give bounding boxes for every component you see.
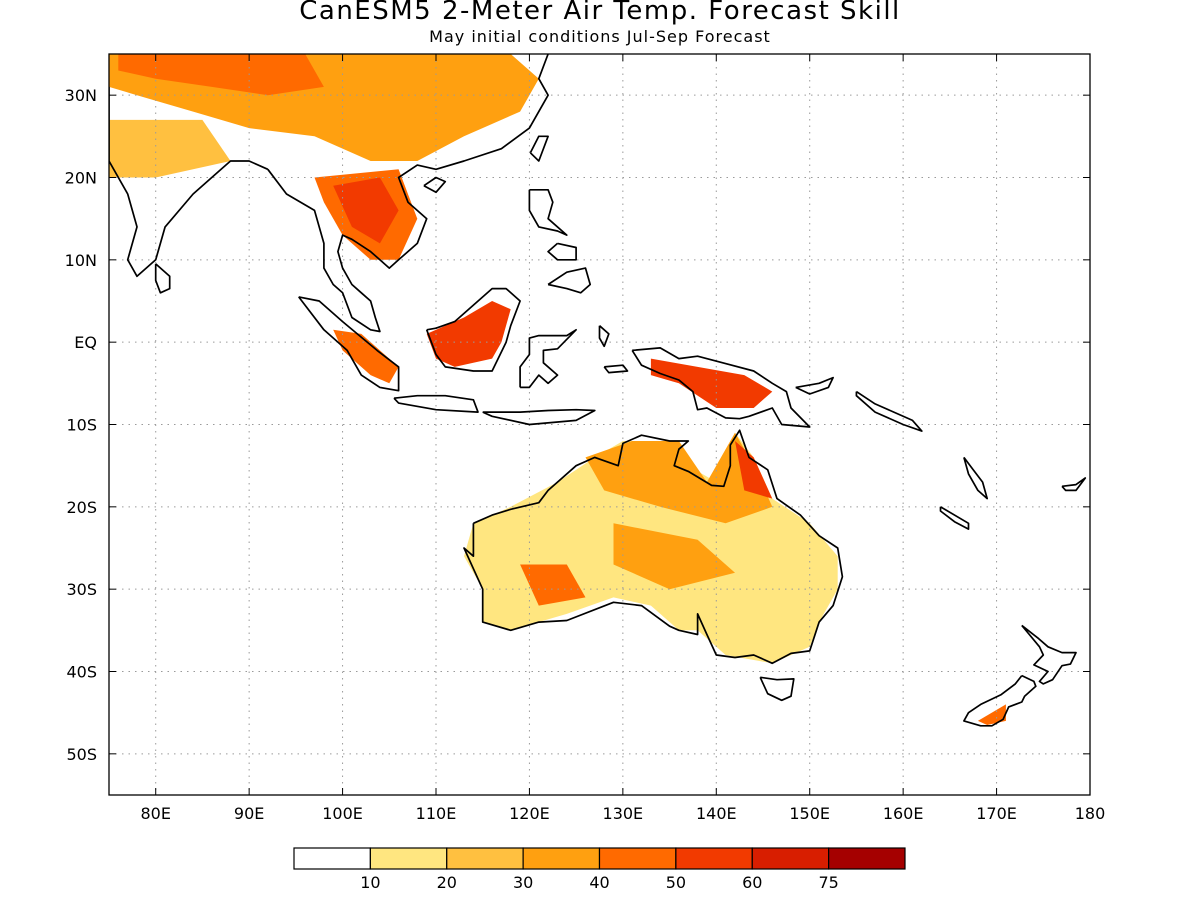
x-tick-label: 180 [1075, 804, 1106, 823]
colorbar-swatch [446, 847, 524, 870]
x-tick-label: 110E [416, 804, 457, 823]
colorbar-label: 50 [666, 873, 686, 892]
skill-region [333, 177, 399, 244]
colorbar-label: 30 [513, 873, 533, 892]
y-tick-label: 10S [66, 416, 97, 435]
skill-region [613, 523, 735, 590]
map-subtitle: May initial conditions Jul-Sep Forecast [429, 27, 771, 46]
x-tick-label: 160E [883, 804, 924, 823]
coastline [963, 456, 989, 500]
skill-region [426, 301, 511, 367]
x-tick-label: 100E [322, 804, 363, 823]
colorbar: 10 20 30 40 50 60 75 [293, 847, 906, 892]
y-tick-label: 20N [65, 169, 97, 188]
colorbar-swatch [598, 847, 677, 870]
y-tick-label: 30N [65, 86, 97, 105]
coastline [598, 325, 610, 348]
coastline [759, 676, 795, 702]
skill-region [650, 358, 773, 408]
skill-region [118, 54, 324, 96]
colorbar-label: 75 [818, 873, 838, 892]
coastline [463, 429, 844, 665]
x-tick-label: 170E [976, 804, 1017, 823]
colorbar-swatch [293, 847, 371, 870]
colorbar-label: 40 [589, 873, 609, 892]
coastline [1061, 477, 1087, 492]
colorbar-swatch [369, 847, 448, 870]
y-tick-label: 50S [66, 745, 97, 764]
coastline [1021, 624, 1077, 685]
colorbar-label: 60 [742, 873, 762, 892]
colorbar-swatch [522, 847, 601, 870]
y-tick-label: 10N [65, 251, 97, 270]
coastline [963, 674, 1037, 727]
coastline [939, 506, 970, 530]
coastline [631, 347, 811, 428]
y-tick-label: 30S [66, 580, 97, 599]
coastline [519, 328, 577, 389]
skill-region [585, 432, 773, 524]
skill-field [109, 54, 1006, 725]
coastline [482, 408, 596, 426]
coastline [393, 394, 479, 413]
coastline [529, 135, 549, 162]
coastline [603, 364, 629, 374]
x-tick-label: 140E [696, 804, 737, 823]
x-tick-label: 120E [509, 804, 550, 823]
coastline [547, 267, 592, 294]
colorbar-swatch [751, 847, 830, 870]
skill-region [735, 441, 773, 499]
colorbar-label: 20 [437, 873, 457, 892]
skill-region [109, 119, 231, 178]
coastline [528, 188, 568, 236]
x-tick-label: 150E [789, 804, 830, 823]
coastline [267, 54, 549, 333]
colorbar-swatch [828, 847, 906, 870]
coastline [547, 242, 577, 261]
gridlines [109, 54, 1090, 795]
coastline [298, 296, 400, 392]
colorbar-label: 10 [360, 873, 380, 892]
colorbar-swatch [675, 847, 753, 870]
x-tick-label: 80E [140, 804, 170, 823]
y-tick-label: 20S [66, 498, 97, 517]
coastlines [109, 54, 1087, 727]
y-tick-label: EQ [74, 333, 97, 352]
x-tick-label: 130E [603, 804, 644, 823]
map-title: CanESM5 2-Meter Air Temp. Forecast Skill [299, 0, 901, 26]
skill-region [333, 329, 399, 384]
coastline [423, 176, 447, 194]
coastline [855, 390, 923, 432]
coastline [154, 263, 171, 294]
axes: 80E 90E 100E 110E 120E 130E 140E 150E 160E 170E 18… [65, 54, 1106, 823]
map-frame [108, 53, 1091, 796]
coastline [425, 287, 521, 372]
skill-region [520, 564, 586, 606]
coastline [109, 86, 269, 278]
coastline [795, 376, 834, 395]
x-tick-label: 90E [234, 804, 264, 823]
skill-region [977, 704, 1006, 725]
y-tick-label: 40S [66, 663, 97, 682]
